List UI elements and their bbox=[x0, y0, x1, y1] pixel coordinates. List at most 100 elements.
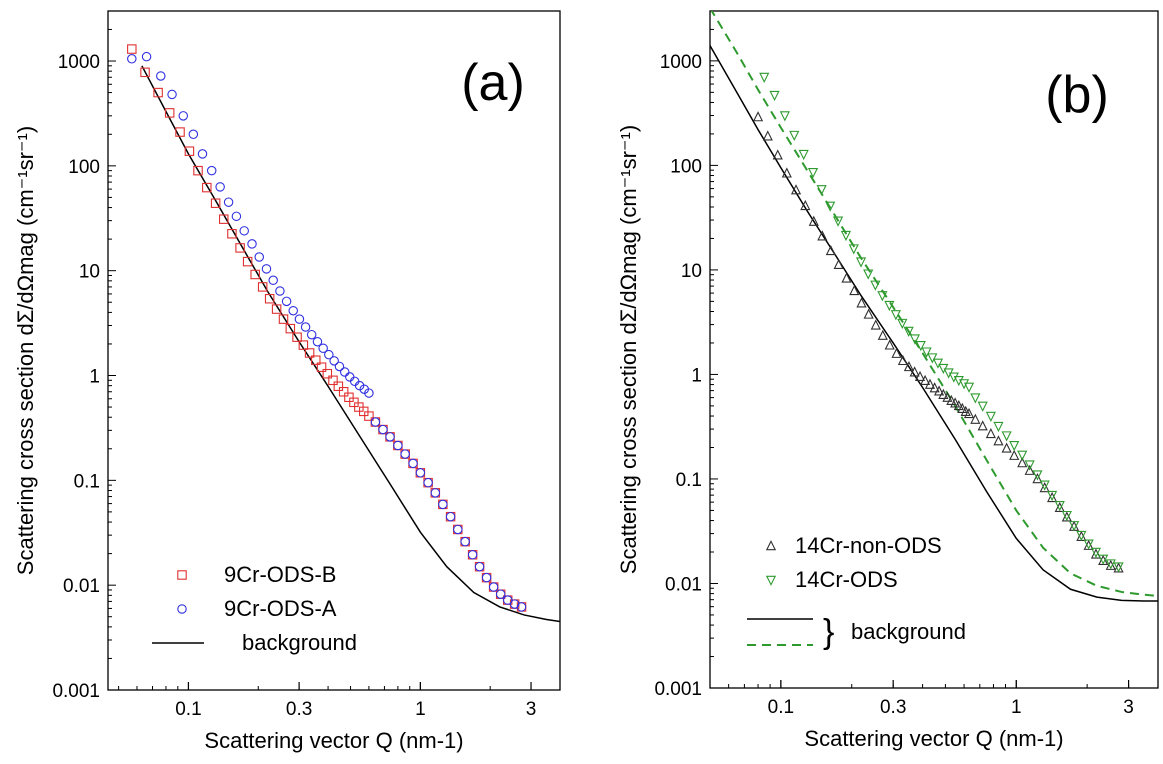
data-point bbox=[235, 243, 245, 253]
data-point bbox=[957, 402, 968, 413]
data-point bbox=[863, 308, 874, 319]
data-point bbox=[884, 339, 895, 350]
panel-label: (a) bbox=[461, 54, 525, 112]
data-point bbox=[254, 252, 265, 262]
y-tick-label: 10 bbox=[79, 262, 100, 283]
legend-label-14cr-non-ods: 14Cr-non-ODS bbox=[795, 533, 942, 558]
data-point bbox=[153, 87, 163, 98]
data-point bbox=[870, 280, 881, 291]
series-14cr-non-ods bbox=[752, 111, 1124, 573]
data-point bbox=[364, 411, 374, 421]
data-point bbox=[210, 198, 221, 208]
data-point bbox=[789, 130, 800, 142]
data-point bbox=[378, 424, 388, 435]
data-point bbox=[856, 297, 867, 308]
data-point bbox=[408, 458, 418, 469]
data-point bbox=[1076, 530, 1087, 542]
series-line-background-solid bbox=[141, 65, 560, 623]
data-point bbox=[257, 282, 268, 292]
y-tick-label: 0.001 bbox=[52, 681, 100, 702]
data-point bbox=[193, 165, 203, 176]
data-point bbox=[415, 468, 426, 478]
data-point bbox=[334, 361, 345, 372]
data-point bbox=[870, 319, 881, 330]
data-point bbox=[300, 322, 311, 332]
data-point bbox=[178, 111, 189, 121]
y-tick-label: 1 bbox=[691, 365, 702, 386]
legend-label-9cr-ods-a: 9Cr-ODS-A bbox=[224, 596, 337, 621]
data-point bbox=[227, 229, 237, 239]
data-point bbox=[275, 286, 285, 296]
data-point bbox=[841, 272, 852, 283]
data-point bbox=[344, 372, 355, 382]
data-point bbox=[328, 375, 338, 386]
legend-label-9cr-ods-b: 9Cr-ODS-B bbox=[224, 562, 336, 587]
data-point bbox=[1032, 470, 1043, 481]
data-point bbox=[311, 355, 321, 365]
plot-area bbox=[710, 11, 1158, 602]
x-tick-label: 1 bbox=[415, 699, 426, 720]
data-point bbox=[825, 244, 836, 256]
legend: 9Cr-ODS-B 9Cr-ODS-A background bbox=[152, 562, 357, 655]
data-point bbox=[1083, 539, 1094, 550]
data-point bbox=[215, 182, 225, 192]
data-point bbox=[242, 256, 253, 267]
data-point bbox=[1001, 442, 1012, 453]
data-point bbox=[825, 201, 836, 212]
x-tick-label: 0.3 bbox=[286, 699, 312, 720]
data-point bbox=[453, 524, 463, 535]
data-point bbox=[1047, 491, 1058, 503]
data-point bbox=[807, 167, 819, 179]
data-point bbox=[294, 314, 305, 324]
data-point bbox=[884, 300, 895, 312]
data-point bbox=[393, 440, 403, 451]
y-tick-label: 0.1 bbox=[676, 470, 702, 491]
data-point bbox=[1017, 450, 1028, 461]
data-point bbox=[445, 511, 456, 522]
legend-label-background: background bbox=[242, 630, 357, 655]
y-tick-label: 1 bbox=[89, 367, 100, 388]
data-point bbox=[877, 329, 888, 340]
data-point bbox=[400, 449, 410, 459]
data-point bbox=[223, 197, 234, 207]
y-tick-label: 100 bbox=[68, 157, 100, 178]
legend-label-14cr-ods: 14Cr-ODS bbox=[795, 567, 898, 592]
legend-marker-9cr-ods-a bbox=[177, 604, 187, 614]
data-point bbox=[502, 595, 513, 605]
x-tick-label: 0.1 bbox=[175, 699, 201, 720]
data-point bbox=[460, 536, 470, 547]
data-point bbox=[344, 392, 354, 403]
x-tick-label: 3 bbox=[526, 699, 537, 720]
data-point bbox=[140, 67, 150, 78]
y-tick-label: 0.01 bbox=[665, 574, 702, 595]
data-point bbox=[903, 326, 914, 337]
data-point bbox=[184, 146, 195, 156]
y-axis-title: Scattering cross section dΣ/dΩmag (cm⁻¹s… bbox=[616, 125, 641, 574]
data-point bbox=[909, 366, 920, 377]
data-point bbox=[285, 323, 296, 334]
data-point bbox=[970, 413, 981, 424]
data-point bbox=[1039, 480, 1050, 491]
data-point bbox=[268, 275, 278, 286]
x-axis-title: Scattering vector Q (nm-1) bbox=[204, 728, 463, 753]
data-point bbox=[958, 379, 970, 390]
data-point bbox=[891, 347, 902, 358]
x-axis-title: Scattering vector Q (nm-1) bbox=[804, 726, 1063, 751]
data-point bbox=[1061, 510, 1072, 522]
data-point bbox=[467, 550, 478, 560]
data-point bbox=[1039, 482, 1050, 493]
data-point bbox=[963, 382, 975, 393]
data-point bbox=[247, 239, 257, 249]
data-point bbox=[349, 376, 360, 387]
data-point bbox=[863, 269, 874, 280]
data-point bbox=[915, 341, 926, 352]
plot-frame bbox=[709, 10, 1159, 689]
data-point bbox=[495, 589, 506, 599]
data-point bbox=[423, 477, 433, 488]
data-point bbox=[950, 397, 961, 408]
y-tick-label: 1000 bbox=[660, 52, 702, 73]
data-point bbox=[329, 356, 339, 366]
data-point bbox=[897, 318, 908, 330]
data-point bbox=[231, 211, 242, 222]
legend-marker-14cr-non-ods bbox=[765, 540, 777, 551]
